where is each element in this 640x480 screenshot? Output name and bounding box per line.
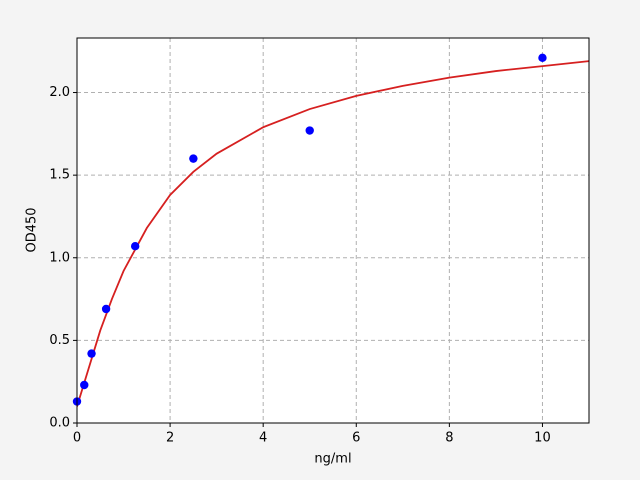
x-tick-label: 6: [352, 431, 360, 446]
plot-frame: [76, 37, 590, 424]
x-tick-label: 10: [534, 431, 551, 446]
x-tick-label: 4: [259, 431, 267, 446]
data-point: [130, 241, 140, 251]
y-axis-label: OD450: [25, 207, 40, 252]
y-tick-label: 1.5: [49, 168, 70, 183]
x-tick-label: 8: [445, 431, 453, 446]
plot-area: [77, 38, 589, 423]
data-point: [189, 154, 198, 163]
data-point: [80, 380, 89, 390]
data-point: [101, 304, 111, 314]
y-tick-label: 2.0: [49, 85, 70, 100]
y-tick-label: 1.0: [49, 250, 70, 265]
data-point: [305, 126, 314, 135]
data-point: [87, 349, 96, 358]
data-point: [538, 53, 547, 63]
x-tick-label: 0: [73, 431, 81, 446]
y-tick-label: 0.0: [49, 416, 70, 431]
x-axis-label: ng/ml: [314, 452, 351, 467]
y-tick-label: 0.5: [49, 333, 70, 348]
x-tick-label: 2: [166, 431, 174, 446]
